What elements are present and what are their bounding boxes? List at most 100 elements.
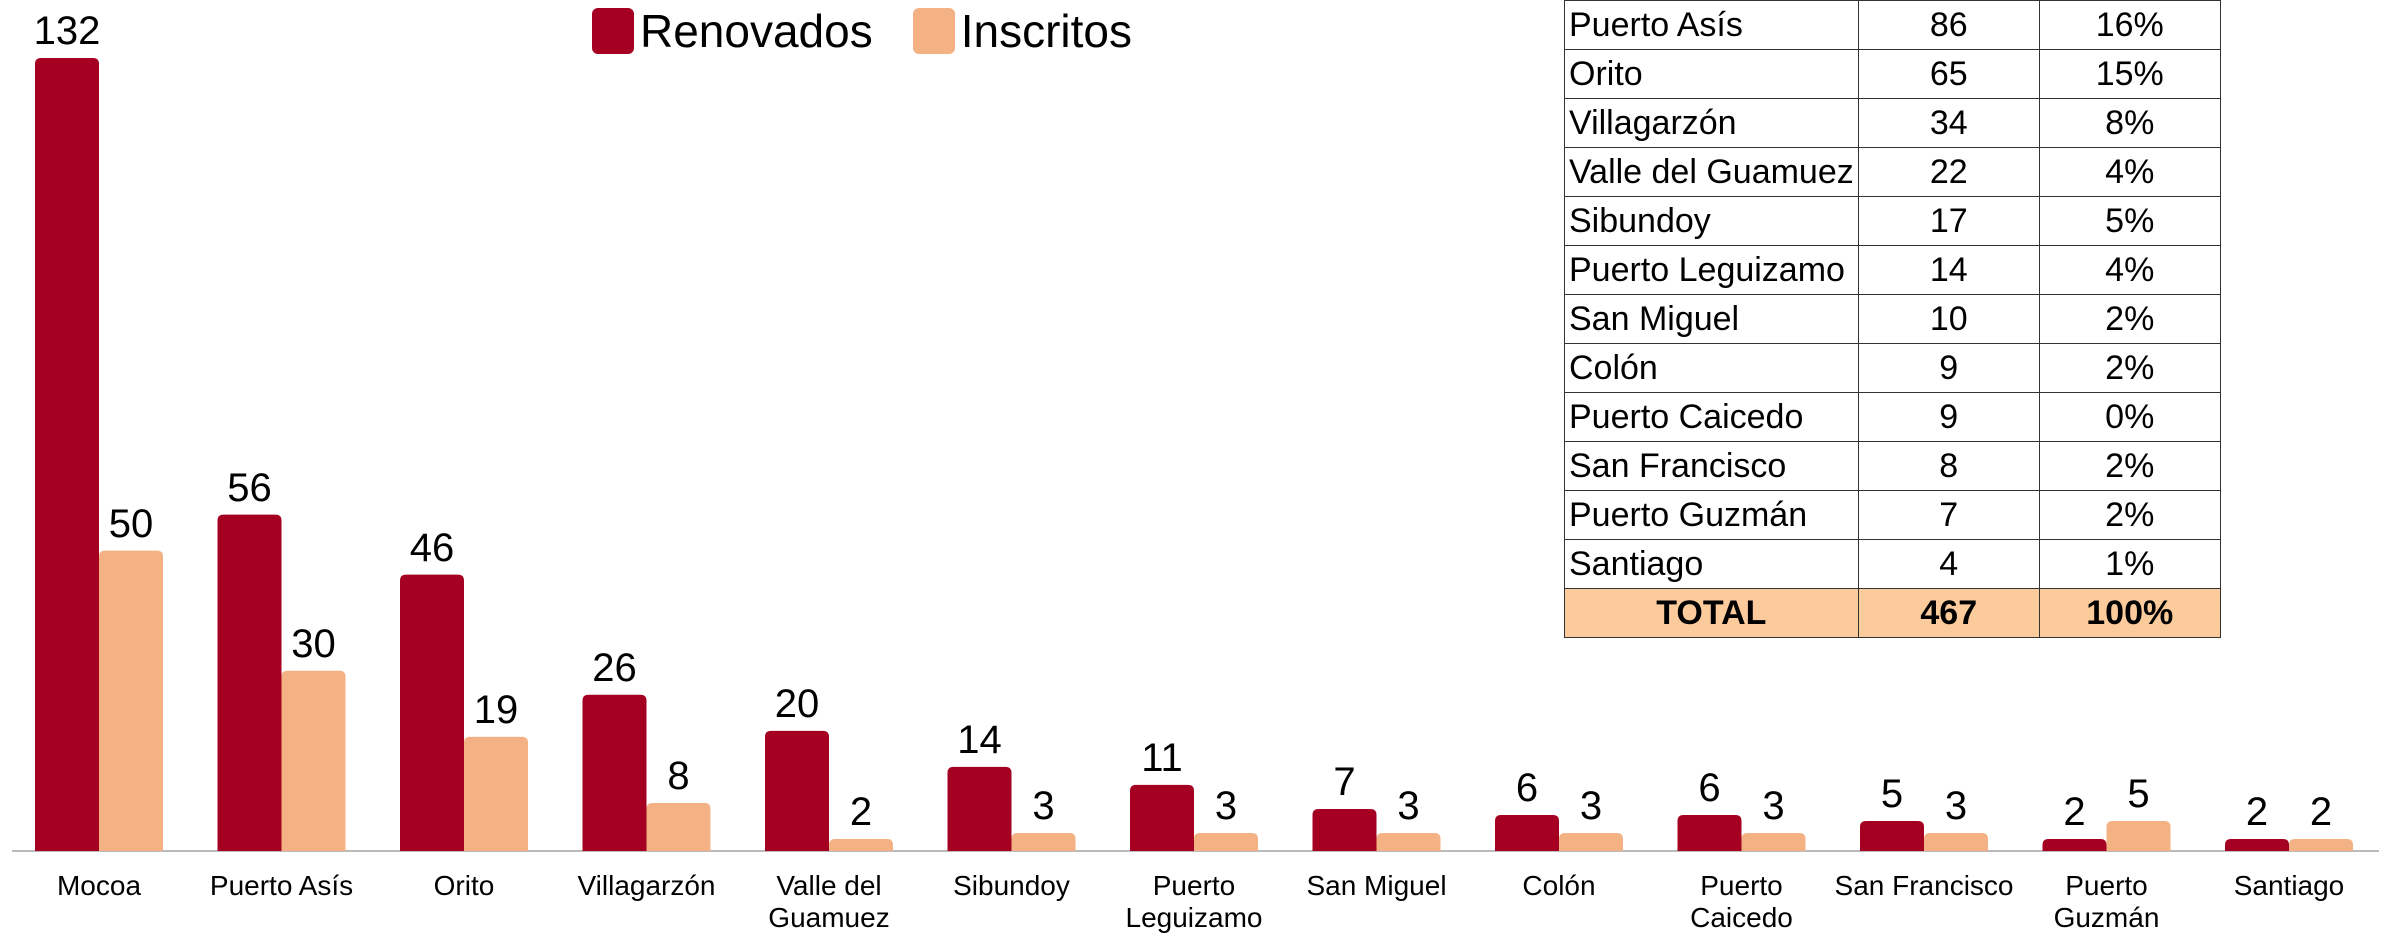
value-label: 3 [1579, 783, 1603, 828]
table-cell: Santiago [1564, 539, 1859, 589]
bar [1011, 832, 1076, 851]
x-tick-label: San Francisco [1834, 870, 2014, 901]
table-row: Santiago 4 1% [1564, 539, 2221, 589]
table-cell: Sibundoy [1564, 196, 1859, 246]
table-cell: 100% [2038, 588, 2221, 638]
value-label: 26 [592, 645, 637, 690]
x-tick-label: Villagarzón [577, 870, 716, 901]
legend-label: Renovados [640, 5, 873, 57]
table-cell: Villagarzón [1564, 98, 1859, 148]
table-cell: 7 [1857, 490, 2040, 540]
bar [2225, 838, 2289, 851]
bar [1312, 808, 1377, 851]
table-cell: Colón [1564, 343, 1859, 393]
table-row: Colón 9 2% [1564, 343, 2221, 393]
table-cell: 14 [1857, 245, 2040, 295]
table-row: Villagarzón 34 8% [1564, 98, 2221, 148]
table-row: San Miguel 10 2% [1564, 294, 2221, 344]
table-cell: 9 [1857, 392, 2040, 442]
table-cell: 8 [1857, 441, 2040, 491]
bar [281, 670, 346, 851]
table-cell: San Miguel [1564, 294, 1859, 344]
value-label: 30 [291, 621, 336, 666]
value-label: 2 [2309, 789, 2333, 834]
table-cell: Puerto Leguizamo [1564, 245, 1859, 295]
value-label: 2 [849, 789, 873, 834]
value-label: 3 [1944, 783, 1968, 828]
bar [464, 736, 528, 851]
value-label: 46 [409, 525, 455, 570]
table-cell: 2% [2038, 490, 2221, 540]
bar [1376, 832, 1441, 851]
table-cell: 467 [1857, 588, 2040, 638]
bar [1677, 814, 1742, 851]
x-tick-label: Sibundoy [953, 870, 1070, 901]
bar [2042, 838, 2107, 851]
table-cell: 10 [1857, 294, 2040, 344]
table-cell: Puerto Guzmán [1564, 490, 1859, 540]
legend: Renovados Inscritos [592, 4, 1172, 58]
x-tick-label: Puerto Asís [209, 870, 354, 901]
bar [400, 574, 464, 851]
x-tick-label: Valle del Guamuez [768, 870, 890, 934]
x-tick-label: Orito [433, 870, 495, 901]
table-cell: 4% [2038, 245, 2221, 295]
table-total-row: TOTAL 467 100% [1564, 588, 2221, 638]
x-tick-label: Colón [1522, 870, 1596, 901]
table-row: Puerto Leguizamo 14 4% [1564, 245, 2221, 295]
bar [765, 730, 829, 851]
x-tick-label: Puerto Leguizamo [1125, 870, 1263, 934]
legend-label: Inscritos [960, 5, 1132, 57]
table-cell: 22 [1857, 147, 2040, 197]
bar [2106, 820, 2171, 851]
value-label: 132 [33, 9, 101, 53]
table-cell: 9 [1857, 343, 2040, 393]
value-label: 3 [1032, 783, 1055, 828]
table-cell: San Francisco [1564, 441, 1859, 491]
value-label: 6 [1698, 765, 1721, 810]
value-label: 8 [667, 753, 690, 798]
bar [582, 694, 647, 851]
bar [646, 802, 711, 851]
bar [1495, 814, 1559, 851]
bar [1860, 820, 1924, 851]
table-cell: Orito [1564, 49, 1859, 99]
bar [1130, 784, 1194, 851]
value-label: 11 [1141, 735, 1183, 780]
value-label: 56 [227, 465, 272, 510]
data-table: Puerto Asís 86 16% Orito 65 15% Villagarzón 34 8… [1564, 0, 2221, 638]
bar [217, 514, 282, 851]
table-cell: 15% [2038, 49, 2221, 99]
value-label: 2 [2063, 789, 2086, 834]
table-cell: 86 [1857, 0, 2040, 50]
table-row: Sibundoy 17 5% [1564, 196, 2221, 246]
bar [829, 838, 893, 851]
bar [1559, 832, 1623, 851]
value-label: 3 [1762, 783, 1785, 828]
bar [99, 550, 163, 851]
bar [35, 58, 99, 851]
bar [1924, 832, 1988, 851]
value-label: 19 [473, 687, 519, 732]
table-row: Puerto Caicedo 9 0% [1564, 392, 2221, 442]
bar [1194, 832, 1258, 851]
value-label: 3 [1214, 783, 1238, 828]
value-label: 14 [957, 717, 1002, 762]
table-cell: 2% [2038, 441, 2221, 491]
table-cell: 0% [2038, 392, 2221, 442]
table-cell: 1% [2038, 539, 2221, 589]
x-tick-label: San Miguel [1306, 870, 1447, 901]
value-label: 7 [1333, 759, 1356, 804]
table-cell: 65 [1857, 49, 2040, 99]
legend-swatch [912, 8, 955, 54]
table-row: Valle del Guamuez 22 4% [1564, 147, 2221, 197]
bar [2289, 838, 2353, 851]
value-label: 2 [2245, 789, 2269, 834]
table-cell: 17 [1857, 196, 2040, 246]
value-label: 20 [774, 681, 820, 726]
x-tick-label: Mocoa [56, 870, 142, 901]
x-tick-label: Santiago [2233, 870, 2345, 901]
table-row: Puerto Guzmán 7 2% [1564, 490, 2221, 540]
